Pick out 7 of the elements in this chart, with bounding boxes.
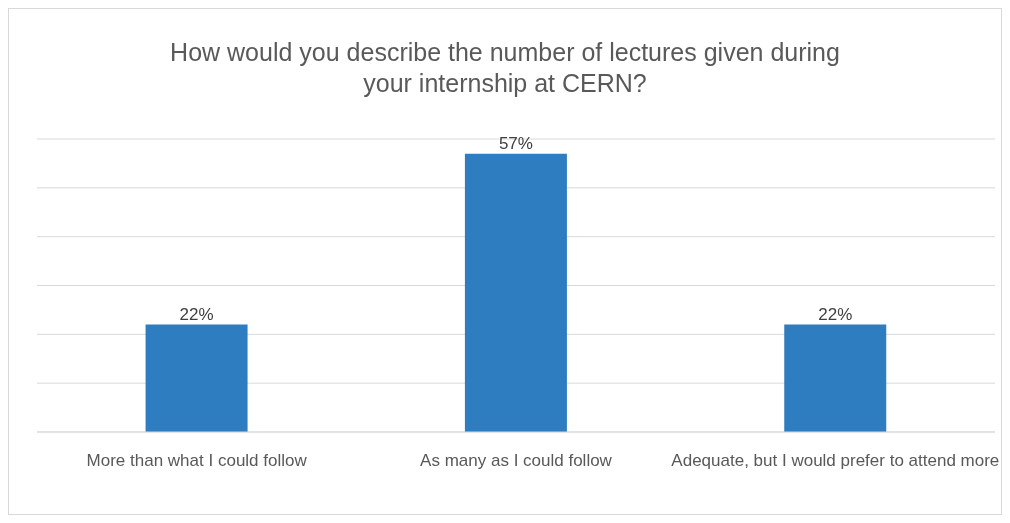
x-tick-label: As many as I could follow (420, 451, 613, 471)
chart-title: How would you describe the number of lectures given during your internship at CERN? (169, 37, 841, 99)
data-label: 57% (498, 133, 533, 153)
data-label: 22% (179, 304, 214, 324)
data-label: 22% (818, 304, 853, 324)
x-tick-label: More than what I could follow (86, 451, 308, 471)
x-tick-label: Adequate, but I would prefer to attend more (671, 451, 1000, 471)
